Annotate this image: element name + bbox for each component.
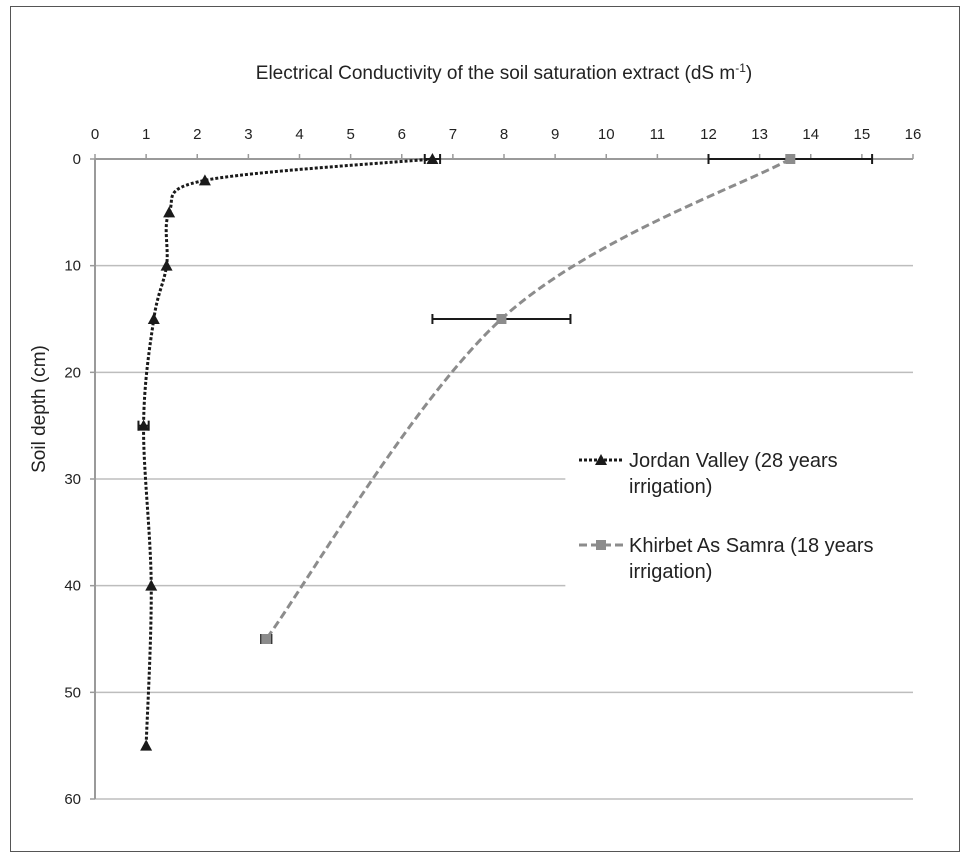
- series-1-point-1: [198, 174, 211, 186]
- series-1-point-6: [145, 579, 158, 591]
- series-1-point-4: [147, 313, 160, 324]
- series-1-point-7: [140, 739, 153, 751]
- x-tick-label-2: 2: [193, 126, 201, 143]
- legend-swatch-marker-1: [595, 454, 607, 465]
- x-tick-label-10: 10: [598, 126, 615, 143]
- y-tick-label-50: 50: [64, 684, 81, 701]
- x-tick-label-1: 1: [142, 126, 150, 143]
- x-tick-label-12: 12: [700, 126, 717, 143]
- x-tick-label-7: 7: [449, 126, 457, 143]
- y-tick-label-0: 0: [73, 151, 81, 168]
- series-1-point-0: [426, 153, 439, 164]
- y-axis-label: Soil depth (cm): [29, 345, 50, 473]
- x-tick-label-11: 11: [650, 126, 666, 143]
- legend-label-line2-2: irrigation): [629, 561, 712, 583]
- x-tick-label-13: 13: [751, 126, 768, 143]
- x-tick-label-3: 3: [244, 126, 252, 143]
- x-tick-label-9: 9: [551, 126, 559, 143]
- chart-title: Electrical Conductivity of the soil satu…: [256, 61, 752, 84]
- series-1-point-3: [160, 259, 173, 271]
- legend-label-1: Jordan Valley (28 years: [629, 450, 838, 472]
- legend-label-2: Khirbet As Samra (18 years: [629, 535, 874, 557]
- series-1-line: [142, 157, 433, 746]
- legend: Jordan Valley (28 yearsirrigation)Khirbe…: [579, 450, 874, 583]
- series-2-point-2: [261, 634, 272, 644]
- title-close: ): [746, 63, 752, 84]
- x-tick-label-14: 14: [802, 126, 819, 143]
- title-superscript: -1: [735, 61, 746, 75]
- x-tick-label-8: 8: [500, 126, 508, 143]
- legend-label-line2-1: irrigation): [629, 476, 712, 498]
- y-tick-label-10: 10: [64, 258, 81, 275]
- legend-swatch-marker-2: [596, 540, 606, 550]
- x-tick-label-15: 15: [854, 126, 871, 143]
- x-tick-label-4: 4: [295, 126, 303, 143]
- x-tick-label-16: 16: [905, 126, 922, 143]
- series-2-point-1: [496, 314, 507, 324]
- series-2-point-0: [785, 154, 796, 164]
- chart-frame: 0 1 2 3 4 5 6 7 8 9 10 11 12 13 14 15 16 0 10 20 30 40 50 60 Jo…: [10, 6, 960, 852]
- series-1: [137, 153, 442, 751]
- series-2: [260, 154, 874, 644]
- y-tick-label-30: 30: [64, 471, 81, 488]
- series-1-point-2: [163, 206, 176, 218]
- x-tick-label-6: 6: [398, 126, 406, 143]
- series: [137, 153, 874, 751]
- legend-item-2: Khirbet As Samra (18 years irrigation): [579, 535, 874, 583]
- gridlines: [95, 264, 913, 800]
- series-1-point-5: [137, 419, 150, 431]
- legend-item-1: Jordan Valley (28 years irrigation): [579, 450, 838, 498]
- x-tick-label-0: 0: [91, 126, 99, 143]
- y-tick-label-60: 60: [64, 791, 81, 808]
- y-tick-label-20: 20: [64, 364, 81, 381]
- y-tick-label-40: 40: [64, 578, 81, 595]
- x-tick-label-5: 5: [346, 126, 354, 143]
